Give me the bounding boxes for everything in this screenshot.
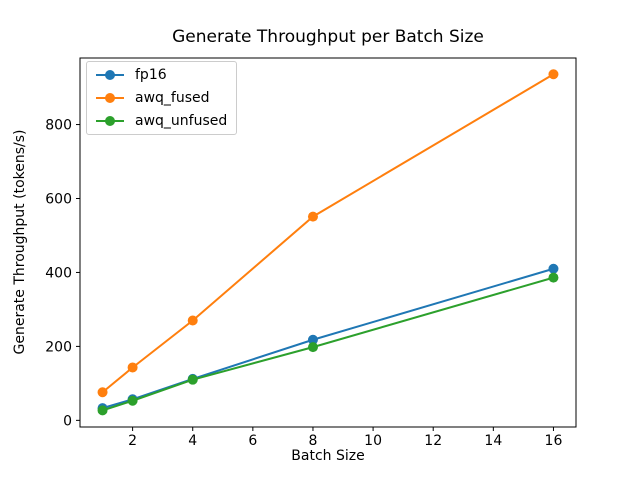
data-point-fp16 bbox=[548, 263, 559, 274]
y-axis-label: Generate Throughput (tokens/s) bbox=[12, 129, 28, 355]
data-point-awq_fused bbox=[127, 362, 138, 373]
data-point-awq_fused bbox=[97, 387, 108, 398]
legend-line-sample bbox=[96, 93, 124, 103]
data-point-awq_unfused bbox=[187, 374, 198, 385]
y-tick-label: 200 bbox=[45, 339, 72, 355]
legend: fp16 awq_fused awq_unfused bbox=[86, 61, 238, 135]
data-point-awq_unfused bbox=[127, 395, 138, 406]
x-tick-label: 4 bbox=[188, 433, 197, 449]
data-point-awq_fused bbox=[548, 69, 559, 80]
y-tick-label: 0 bbox=[63, 413, 72, 429]
x-tick-label: 8 bbox=[309, 433, 318, 449]
series-line-awq_unfused bbox=[102, 276, 554, 412]
x-axis-label: Batch Size bbox=[291, 448, 365, 464]
legend-label: awq_unfused bbox=[135, 113, 228, 129]
x-tick-label: 14 bbox=[484, 433, 502, 449]
legend-item-awq_unfused: awq_unfused bbox=[96, 113, 227, 129]
y-tick-label: 400 bbox=[45, 265, 72, 281]
legend-label: fp16 bbox=[135, 67, 167, 83]
data-point-fp16 bbox=[307, 334, 318, 345]
plot-border bbox=[79, 57, 577, 428]
x-tick-label: 2 bbox=[128, 433, 137, 449]
x-tick-label: 10 bbox=[364, 433, 382, 449]
chart-title: Generate Throughput per Batch Size bbox=[172, 27, 484, 47]
x-tick-label: 6 bbox=[248, 433, 257, 449]
legend-label: awq_fused bbox=[135, 90, 210, 106]
legend-item-awq_fused: awq_fused bbox=[96, 90, 227, 106]
y-tick-label: 800 bbox=[45, 118, 72, 134]
data-point-awq_unfused bbox=[97, 405, 108, 416]
legend-line-sample bbox=[96, 116, 124, 126]
data-point-awq_unfused bbox=[548, 272, 559, 283]
data-point-awq_unfused bbox=[307, 342, 318, 353]
data-point-awq_fused bbox=[187, 315, 198, 326]
legend-item-fp16: fp16 bbox=[96, 67, 227, 83]
x-tick-label: 12 bbox=[424, 433, 442, 449]
y-tick-label: 600 bbox=[45, 192, 72, 208]
data-point-awq_fused bbox=[307, 211, 318, 222]
legend-line-sample bbox=[96, 70, 124, 80]
x-tick-label: 16 bbox=[545, 433, 563, 449]
